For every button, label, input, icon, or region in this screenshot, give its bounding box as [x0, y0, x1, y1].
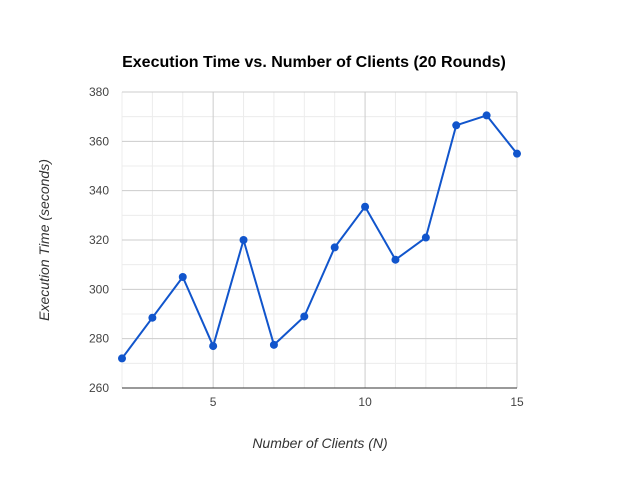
y-tick-label: 380: [89, 85, 109, 99]
data-point: [118, 354, 126, 363]
x-tick-label: 10: [358, 395, 372, 409]
data-point: [300, 312, 309, 321]
y-tick-label: 260: [89, 381, 109, 395]
data-point: [391, 255, 400, 264]
y-tick-label: 340: [89, 184, 109, 198]
data-point: [452, 121, 461, 130]
y-axis-ticks: 260 280 300 320 340 360 380: [89, 85, 109, 395]
x-tick-label: 15: [510, 395, 524, 409]
y-tick-label: 300: [89, 282, 109, 296]
grid: [121, 91, 518, 389]
data-point: [330, 243, 339, 252]
data-point: [239, 236, 248, 244]
y-axis-label: Execution Time (seconds): [36, 159, 52, 321]
series-line: [121, 114, 518, 359]
data-point: [513, 149, 521, 158]
data-point: [421, 233, 430, 242]
x-axis-ticks: 5 10 15: [210, 395, 524, 409]
data-point: [269, 340, 278, 349]
x-tick-label: 5: [210, 395, 217, 409]
series-group: [118, 111, 521, 363]
y-tick-label: 280: [89, 332, 109, 346]
y-tick-label: 320: [89, 233, 109, 247]
data-point: [482, 111, 491, 120]
data-point: [209, 342, 218, 351]
x-axis-label: Number of Clients (N): [252, 435, 387, 451]
chart-title: Execution Time vs. Number of Clients (20…: [122, 54, 506, 71]
data-point: [178, 273, 187, 281]
data-point: [148, 313, 157, 322]
data-point: [361, 202, 370, 211]
y-tick-label: 360: [89, 134, 109, 148]
